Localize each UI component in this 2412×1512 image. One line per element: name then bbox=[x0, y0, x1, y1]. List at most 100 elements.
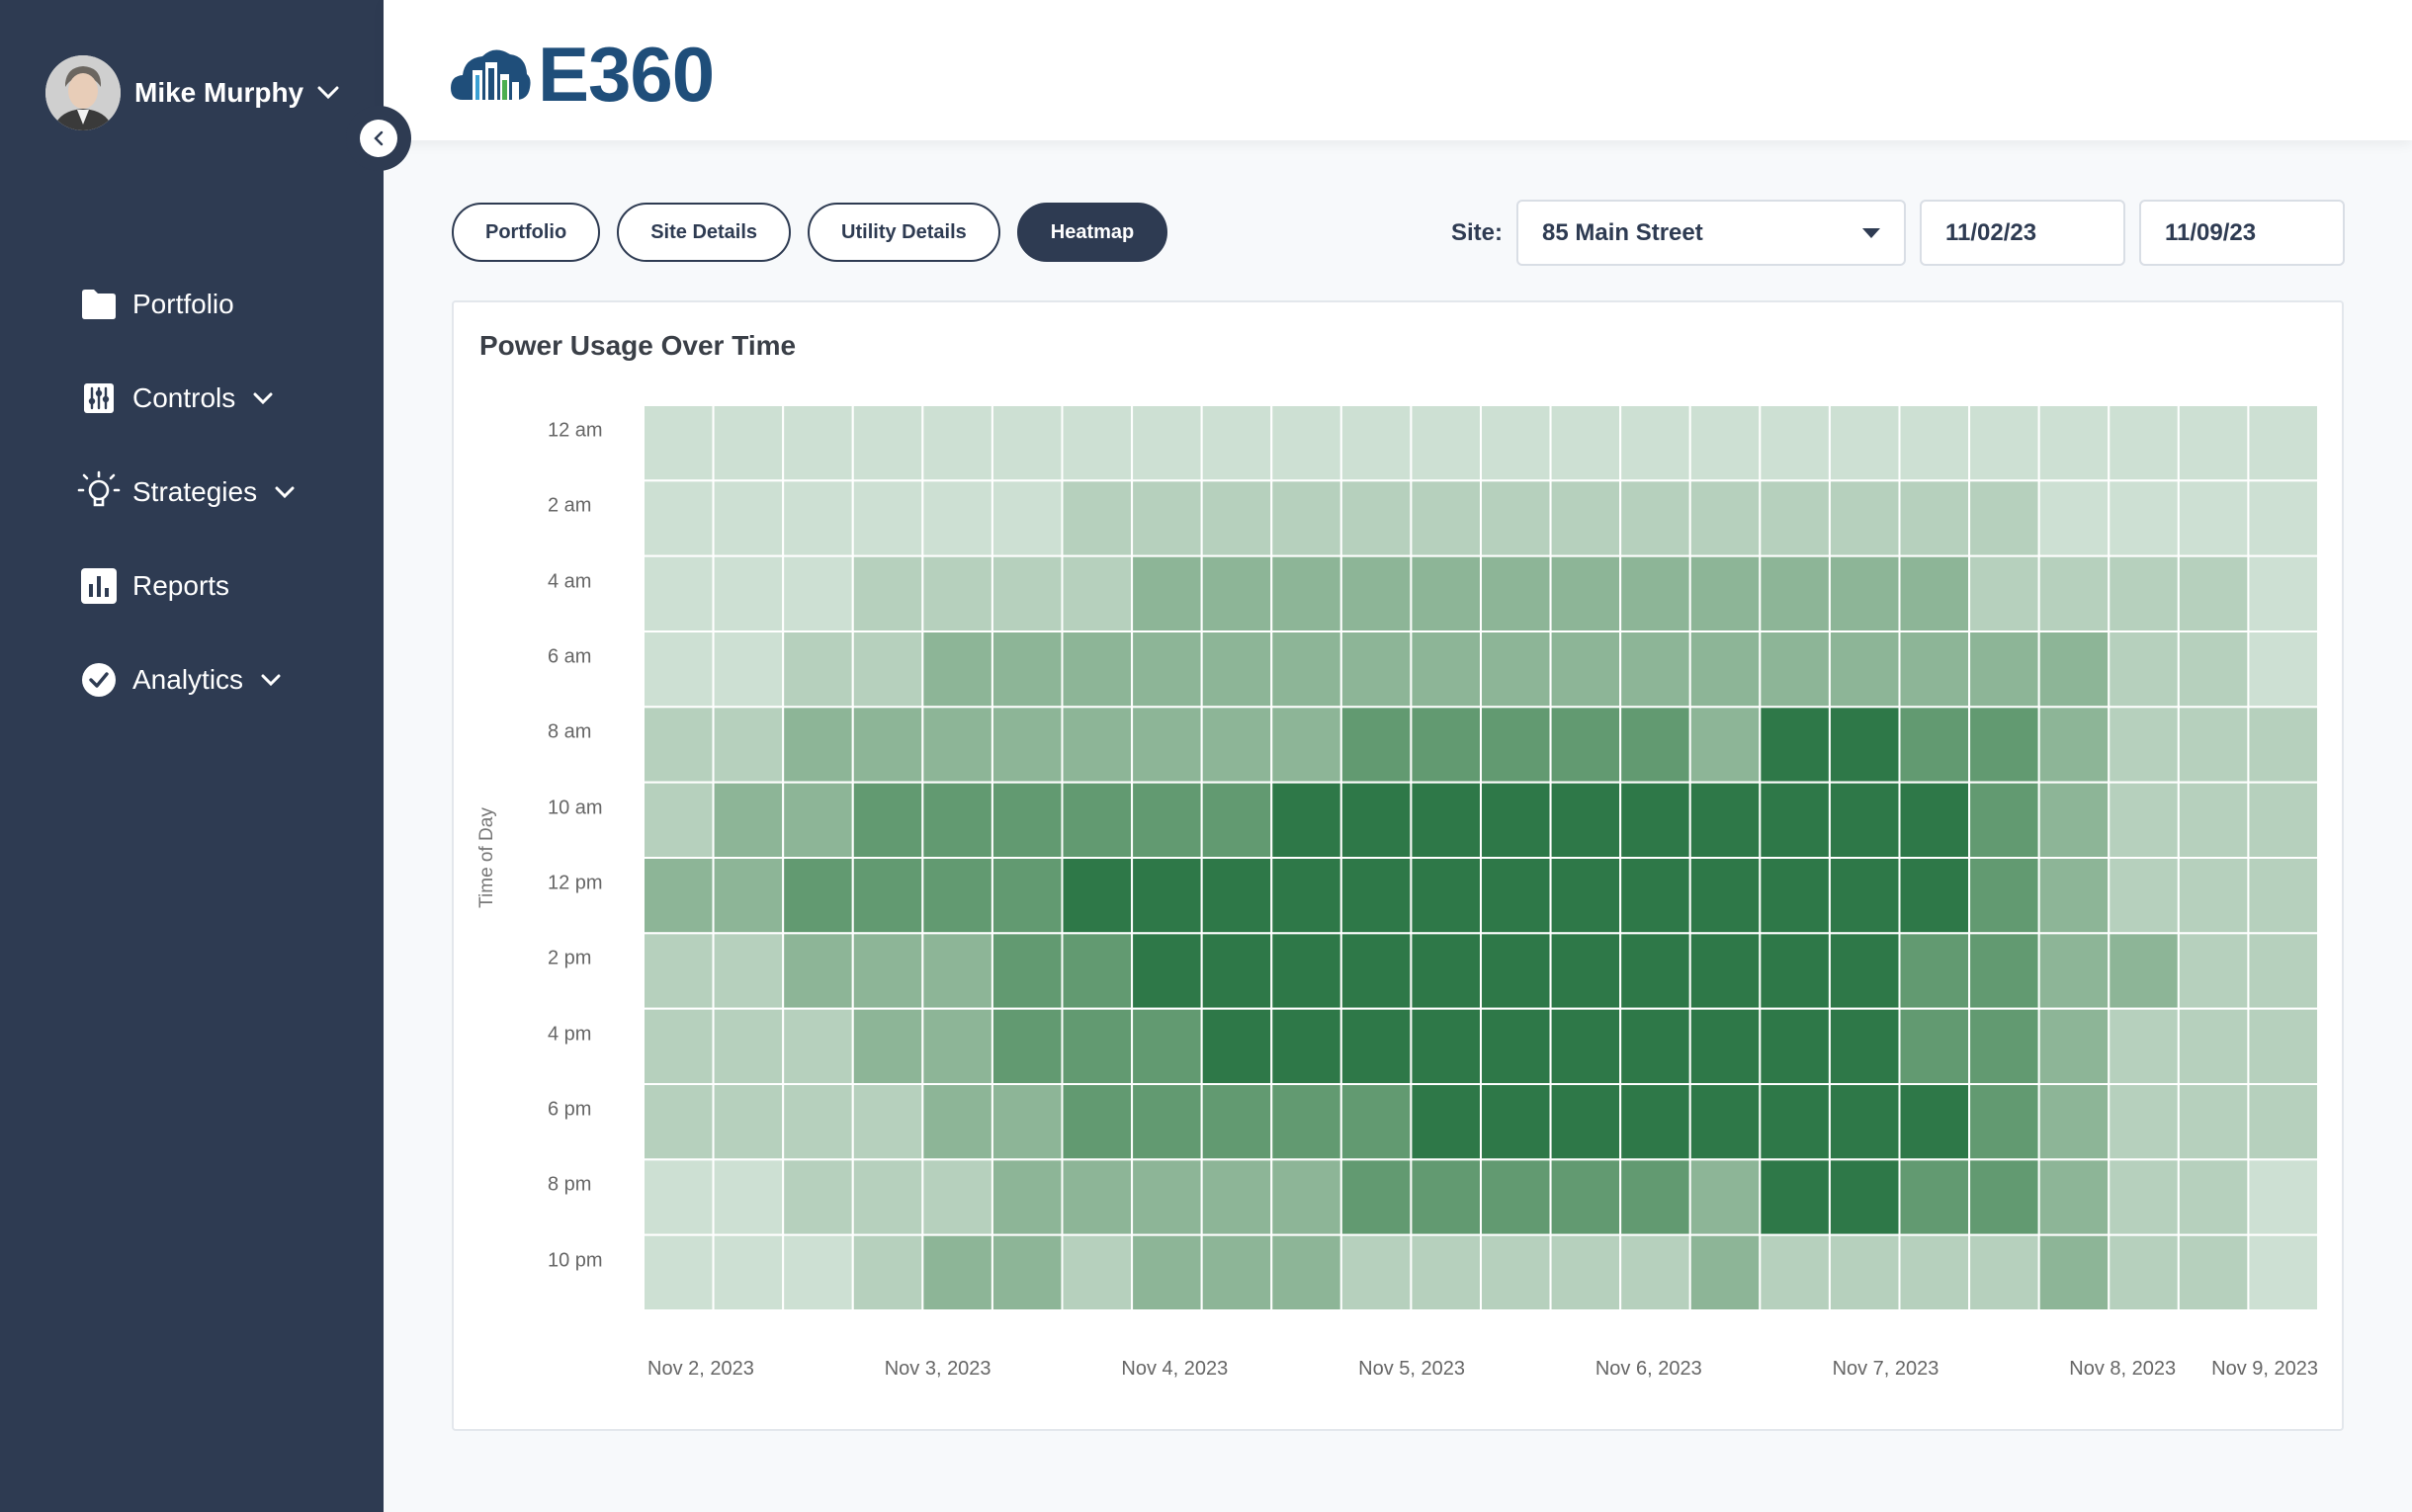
heatmap-cell bbox=[2108, 479, 2180, 557]
heatmap-cell bbox=[2247, 781, 2318, 859]
user-menu[interactable]: Mike Murphy bbox=[45, 55, 339, 130]
x-tick-label: Nov 8, 2023 bbox=[2069, 1358, 2177, 1380]
heatmap-cell bbox=[1200, 706, 1273, 784]
heatmap-cell bbox=[1061, 1007, 1134, 1086]
heatmap-cell bbox=[1131, 479, 1203, 557]
heatmap-cell bbox=[1131, 1158, 1203, 1236]
heatmap-cell bbox=[1480, 857, 1552, 935]
heatmap-cell bbox=[644, 1158, 715, 1236]
sidebar-item-controls[interactable]: Controls bbox=[77, 351, 295, 445]
heatmap-cell bbox=[1968, 932, 2040, 1010]
heatmap-cell bbox=[644, 706, 715, 784]
end-date-field[interactable]: 11/09/23 bbox=[2139, 200, 2346, 266]
heatmap-cell bbox=[1828, 405, 1901, 482]
x-tick-label: Nov 7, 2023 bbox=[1832, 1358, 1939, 1380]
heatmap-cell bbox=[1410, 1083, 1483, 1161]
chevron-down-icon[interactable] bbox=[275, 486, 295, 498]
heatmap-cell bbox=[1688, 1233, 1762, 1310]
heatmap-cell bbox=[2108, 1007, 2180, 1086]
heatmap-cell bbox=[782, 479, 854, 557]
heatmap-cell bbox=[1759, 1007, 1831, 1086]
heatmap-cell bbox=[1200, 405, 1273, 482]
heatmap-cell bbox=[1828, 1007, 1901, 1086]
heatmap-cell bbox=[2177, 479, 2250, 557]
heatmap-cell bbox=[1549, 1083, 1622, 1161]
heatmap-cell bbox=[712, 1158, 785, 1236]
chart-title: Power Usage Over Time bbox=[479, 330, 797, 361]
heatmap-cell bbox=[1200, 1158, 1273, 1236]
heatmap-cell bbox=[1270, 1233, 1342, 1310]
heatmap-cell bbox=[1339, 706, 1413, 784]
heatmap-cell bbox=[1410, 630, 1483, 709]
heatmap-cell bbox=[1270, 781, 1342, 859]
heatmap-cell bbox=[1898, 1158, 1971, 1236]
heatmap-cell bbox=[1270, 405, 1342, 482]
heatmap-cell bbox=[1619, 554, 1691, 633]
heatmap-cell bbox=[1410, 405, 1483, 482]
heatmap-cell bbox=[921, 781, 993, 859]
site-select[interactable]: 85 Main Street bbox=[1516, 200, 1907, 266]
heatmap-cell bbox=[1898, 857, 1971, 935]
sidebar-item-strategies[interactable]: Strategies bbox=[77, 445, 295, 539]
chevron-down-icon[interactable] bbox=[261, 674, 281, 686]
y-tick-label: 10 pm bbox=[548, 1249, 603, 1272]
tab-portfolio[interactable]: Portfolio bbox=[452, 203, 601, 262]
tab-utility-details[interactable]: Utility Details bbox=[808, 203, 1000, 262]
heatmap-cell bbox=[1549, 857, 1622, 935]
tab-site-details[interactable]: Site Details bbox=[617, 203, 792, 262]
heatmap-cell bbox=[712, 554, 785, 633]
heatmap-cell bbox=[1968, 1233, 2040, 1310]
heatmap-cell bbox=[1339, 630, 1413, 709]
filters: Site: 85 Main Street 11/02/23 11/09/23 bbox=[1451, 200, 2359, 266]
heatmap-cell bbox=[2247, 405, 2318, 482]
heatmap-cell bbox=[1759, 1083, 1831, 1161]
heatmap-cell bbox=[851, 1233, 924, 1310]
heatmap-cell bbox=[1828, 1158, 1901, 1236]
x-tick-label: Nov 4, 2023 bbox=[1121, 1358, 1229, 1380]
chevron-down-icon[interactable] bbox=[317, 86, 339, 100]
heatmap-cell bbox=[1270, 1007, 1342, 1086]
heatmap-card: Power Usage Over Time Time of Day 12 am 2… bbox=[452, 300, 2344, 1431]
heatmap-cell bbox=[1480, 1233, 1552, 1310]
heatmap-cell bbox=[1619, 1083, 1691, 1161]
heatmap-cell bbox=[1619, 857, 1691, 935]
heatmap-cell bbox=[1200, 781, 1273, 859]
heatmap-cell bbox=[1688, 1007, 1762, 1086]
heatmap-cell bbox=[1549, 781, 1622, 859]
heatmap-cell bbox=[2108, 932, 2180, 1010]
heatmap-cell bbox=[2037, 1233, 2110, 1310]
heatmap-cell bbox=[1759, 1158, 1831, 1236]
heatmap-cell bbox=[1131, 1233, 1203, 1310]
heatmap-cell bbox=[991, 706, 1064, 784]
heatmap-cell bbox=[1968, 706, 2040, 784]
heatmap-cell bbox=[1410, 1233, 1483, 1310]
chevron-down-icon[interactable] bbox=[253, 392, 273, 404]
heatmap-cell bbox=[1898, 706, 1971, 784]
heatmap-cell bbox=[991, 1007, 1064, 1086]
collapse-sidebar-button[interactable] bbox=[360, 120, 397, 157]
heatmap-cell bbox=[1828, 554, 1901, 633]
heatmap-cell bbox=[1131, 857, 1203, 935]
heatmap-cell bbox=[1898, 554, 1971, 633]
heatmap-cell bbox=[851, 1158, 924, 1236]
heatmap-cell bbox=[921, 706, 993, 784]
y-tick-label: 2 am bbox=[548, 494, 592, 517]
y-tick-label: 4 pm bbox=[548, 1023, 592, 1046]
sidebar-item-analytics[interactable]: Analytics bbox=[77, 632, 295, 726]
logo-wordmark: E360 bbox=[538, 31, 715, 118]
heatmap-cell bbox=[991, 781, 1064, 859]
heatmap-cell bbox=[644, 857, 715, 935]
heatmap-cell bbox=[851, 1007, 924, 1086]
heatmap-cell bbox=[921, 1158, 993, 1236]
heatmap-cell bbox=[991, 932, 1064, 1010]
heatmap-cell bbox=[644, 1083, 715, 1161]
tab-heatmap[interactable]: Heatmap bbox=[1016, 203, 1168, 262]
heatmap-cell bbox=[1759, 932, 1831, 1010]
sidebar-item-reports[interactable]: Reports bbox=[77, 539, 295, 632]
heatmap-cell bbox=[1410, 1158, 1483, 1236]
start-date-field[interactable]: 11/02/23 bbox=[1920, 200, 2126, 266]
heatmap-cell bbox=[1410, 554, 1483, 633]
sidebar-item-portfolio[interactable]: Portfolio bbox=[77, 257, 295, 351]
heatmap-cell bbox=[2177, 857, 2250, 935]
heatmap-cell bbox=[1968, 1158, 2040, 1236]
